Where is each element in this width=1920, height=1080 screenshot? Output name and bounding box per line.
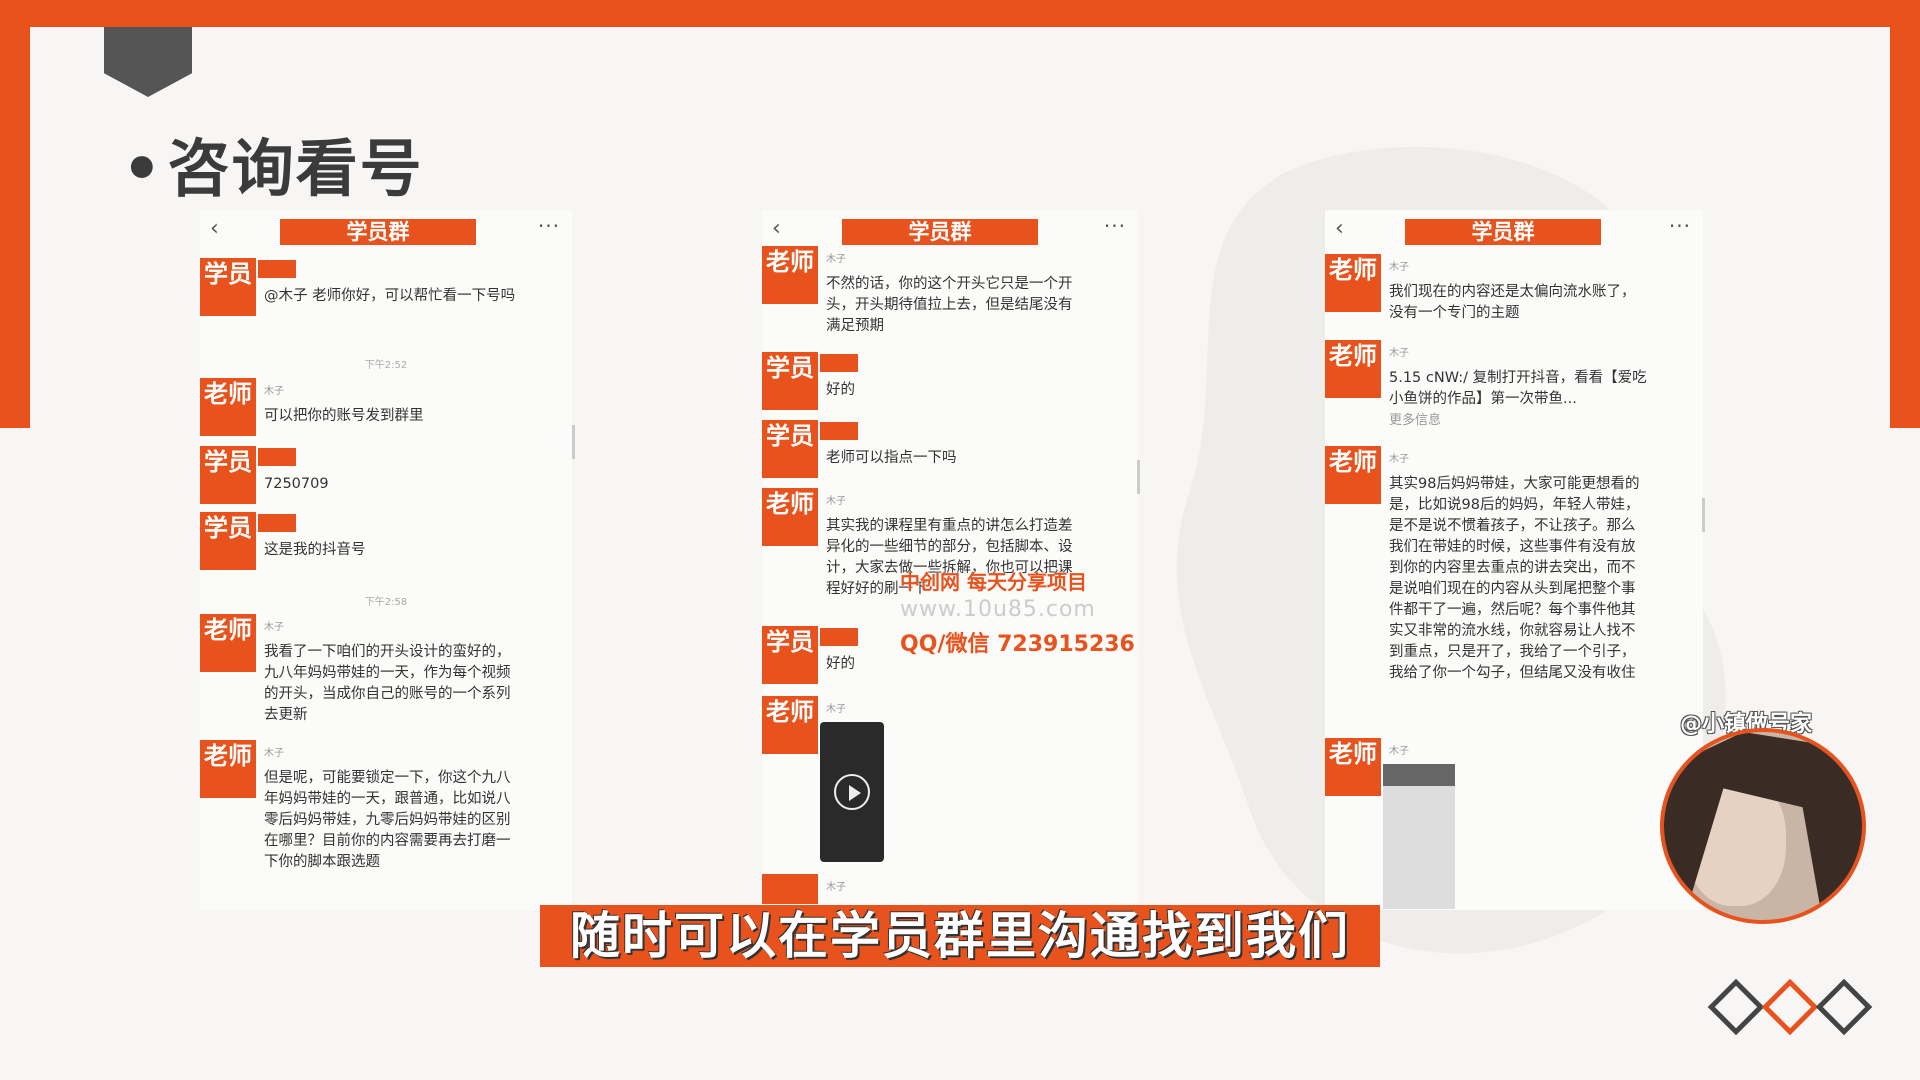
avatar[interactable]: 老师 bbox=[200, 614, 256, 672]
chat-panel-1: ‹ 学员群 ··· 学员 @木子 老师你好，可以帮忙看一下号吗 下午2:52 老… bbox=[200, 210, 575, 910]
image-band bbox=[1383, 764, 1455, 786]
sender-name: 木子 bbox=[264, 748, 284, 759]
sender-name: 木子 bbox=[1389, 348, 1409, 359]
message-text: 我看了一下咱们的开头设计的蛮好的，九八年妈妈带娃的一天，作为每个视频的开头，当成… bbox=[264, 644, 511, 723]
avatar[interactable]: 学员 bbox=[762, 626, 818, 684]
timestamp: 下午2:52 bbox=[364, 360, 408, 371]
avatar[interactable] bbox=[762, 874, 818, 904]
group-name: 学员群 bbox=[280, 219, 476, 245]
avatar[interactable]: 学员 bbox=[762, 352, 818, 410]
avatar[interactable]: 老师 bbox=[1325, 254, 1381, 312]
avatar[interactable]: 老师 bbox=[200, 378, 256, 436]
more-icon[interactable]: ··· bbox=[1668, 214, 1691, 238]
message-text: 其实98后妈妈带娃，大家可能更想看的是，比如说98后的妈妈，年轻人带娃，是不是说… bbox=[1389, 476, 1640, 681]
message-text: @木子 老师你好，可以帮忙看一下号吗 bbox=[264, 288, 516, 304]
sender-name: 木子 bbox=[1389, 746, 1409, 757]
group-name: 学员群 bbox=[1405, 219, 1601, 245]
avatar[interactable]: 老师 bbox=[200, 740, 256, 798]
back-icon[interactable]: ‹ bbox=[772, 216, 781, 241]
chat-header: ‹ 学员群 ··· bbox=[200, 210, 572, 250]
sender-name: 木子 bbox=[1389, 454, 1409, 465]
avatar[interactable]: 学员 bbox=[200, 258, 256, 316]
avatar[interactable]: 老师 bbox=[1325, 340, 1381, 398]
avatar[interactable]: 学员 bbox=[762, 420, 818, 478]
message-text: 这是我的抖音号 bbox=[264, 542, 366, 558]
scrollbar[interactable] bbox=[1702, 498, 1705, 532]
watermark-line-1: 中创网 每天分享项目 bbox=[900, 570, 1087, 594]
sender-redacted bbox=[258, 448, 296, 466]
play-icon[interactable] bbox=[834, 774, 870, 810]
sender-name: 木子 bbox=[264, 386, 284, 397]
message-text: 好的 bbox=[826, 656, 855, 672]
sender-name: 木子 bbox=[264, 622, 284, 633]
message-text: 5.15 cNW:/ 复制打开抖音，看看【爱吃小鱼饼的作品】第一次带鱼... bbox=[1389, 370, 1647, 407]
timestamp: 下午2:58 bbox=[364, 597, 408, 608]
chat-header: ‹ 学员群 ··· bbox=[1325, 210, 1703, 250]
message-text: 可以把你的账号发到群里 bbox=[264, 408, 424, 424]
top-frame-bar bbox=[0, 0, 1920, 27]
sender-redacted bbox=[820, 628, 858, 646]
message-text: 但是呢，可能要锁定一下，你这个九八年妈妈带娃的一天，跟普通，比如说八零后妈妈带娃… bbox=[264, 770, 511, 870]
group-name: 学员群 bbox=[842, 219, 1038, 245]
avatar[interactable]: 老师 bbox=[762, 246, 818, 304]
avatar[interactable]: 学员 bbox=[200, 446, 256, 504]
scrollbar[interactable] bbox=[572, 425, 575, 459]
chat-panel-2: ‹ 学员群 ··· 老师 木子 不然的话，你的这个开头它只是一个开头，开头期待值… bbox=[762, 210, 1140, 910]
right-frame-bar bbox=[1890, 0, 1920, 428]
sender-redacted bbox=[820, 422, 858, 440]
left-frame-bar bbox=[0, 0, 30, 428]
back-icon[interactable]: ‹ bbox=[1335, 216, 1344, 241]
overlay-watermark: 中创网 每天分享项目 www.10u85.com QQ/微信 723915236 bbox=[900, 566, 1140, 658]
video-attachment[interactable] bbox=[820, 722, 884, 862]
message-text: 不然的话，你的这个开头它只是一个开头，开头期待值拉上去，但是结尾没有满足预期 bbox=[826, 276, 1073, 334]
presenter-camera bbox=[1660, 728, 1866, 924]
chat-panel-3: ‹ 学员群 ··· 老师 木子 我们现在的内容还是太偏向流水账了，没有一个专门的… bbox=[1325, 210, 1705, 910]
sender-name: 木子 bbox=[1389, 262, 1409, 273]
avatar[interactable]: 老师 bbox=[762, 696, 818, 754]
slide-title-text: 咨询看号 bbox=[167, 132, 424, 205]
sender-redacted bbox=[258, 260, 296, 278]
title-bullet: • bbox=[122, 132, 164, 205]
avatar[interactable]: 老师 bbox=[762, 488, 818, 546]
chat-header: ‹ 学员群 ··· bbox=[762, 210, 1138, 250]
slide-title: •咨询看号 bbox=[122, 118, 424, 208]
sender-name: 木子 bbox=[826, 496, 846, 507]
sender-name: 木子 bbox=[826, 882, 846, 893]
image-attachment[interactable] bbox=[1383, 764, 1455, 909]
more-info-link[interactable]: 更多信息 bbox=[1389, 413, 1442, 428]
sender-name: 木子 bbox=[826, 704, 846, 715]
sender-redacted bbox=[820, 354, 858, 372]
back-icon[interactable]: ‹ bbox=[210, 216, 219, 241]
message-text: 7250709 bbox=[264, 476, 329, 492]
watermark-line-2: www.10u85.com bbox=[900, 597, 1096, 622]
more-icon[interactable]: ··· bbox=[537, 214, 560, 238]
avatar[interactable]: 老师 bbox=[1325, 738, 1381, 796]
more-icon[interactable]: ··· bbox=[1103, 214, 1126, 238]
message-text: 老师可以指点一下吗 bbox=[826, 450, 957, 466]
message-text: 我们现在的内容还是太偏向流水账了，没有一个专门的主题 bbox=[1389, 284, 1636, 321]
message-text: 好的 bbox=[826, 382, 855, 398]
message-text: 其实我的课程里有重点的讲怎么打造差异化的一些细节的部分，包括脚本、设计，大家去做… bbox=[826, 518, 1073, 597]
watermark-line-3: QQ/微信 723915236 bbox=[900, 632, 1135, 657]
scrollbar[interactable] bbox=[1137, 460, 1140, 494]
avatar[interactable]: 学员 bbox=[200, 512, 256, 570]
avatar[interactable]: 老师 bbox=[1325, 446, 1381, 504]
sender-redacted bbox=[258, 514, 296, 532]
video-subtitle: 随时可以在学员群里沟通找到我们 bbox=[540, 905, 1380, 967]
sender-name: 木子 bbox=[826, 254, 846, 265]
